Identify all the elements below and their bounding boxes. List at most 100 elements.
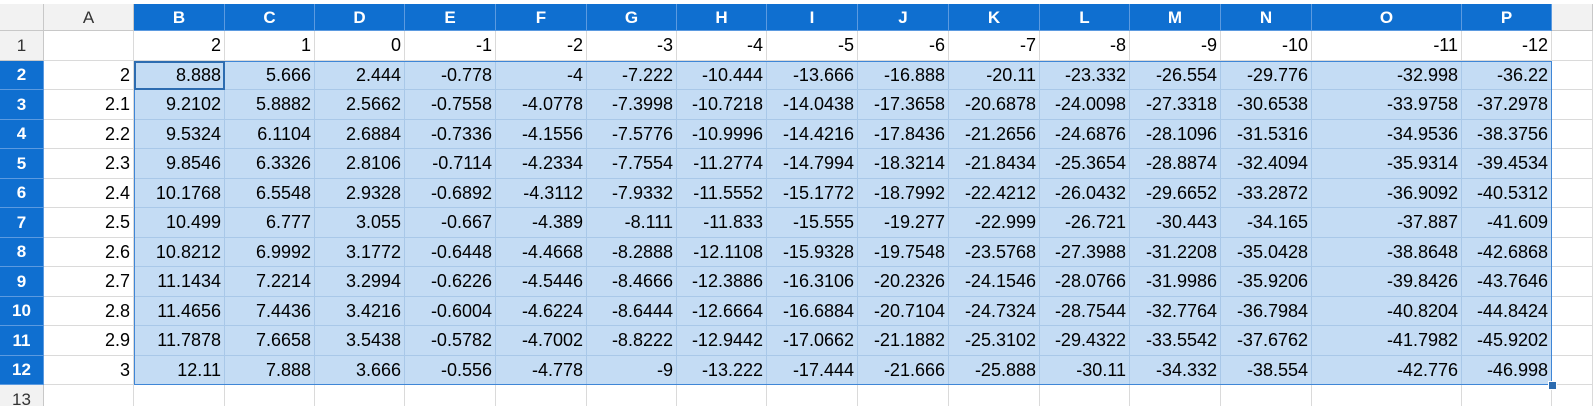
- cell[interactable]: -12: [1462, 31, 1552, 61]
- cell[interactable]: -7.3998: [587, 90, 677, 120]
- cell[interactable]: -41.7982: [1312, 326, 1462, 356]
- cell[interactable]: 9.5324: [134, 119, 225, 149]
- cell[interactable]: -26.721: [1040, 208, 1130, 238]
- cell[interactable]: -18.3214: [858, 149, 949, 179]
- cell[interactable]: -20.6878: [949, 90, 1040, 120]
- cell[interactable]: -30.443: [1130, 208, 1221, 238]
- cell[interactable]: [225, 385, 315, 406]
- cell[interactable]: [949, 385, 1040, 406]
- cell[interactable]: 2.2: [44, 119, 134, 149]
- cell[interactable]: 2.7: [44, 267, 134, 297]
- cell[interactable]: -0.6004: [405, 296, 496, 326]
- column-header[interactable]: O: [1312, 4, 1462, 31]
- cell[interactable]: -17.444: [767, 355, 858, 385]
- cell[interactable]: -44.8424: [1462, 296, 1552, 326]
- row-header[interactable]: 11: [0, 326, 44, 356]
- cell[interactable]: -10.444: [677, 60, 767, 90]
- cell[interactable]: -0.667: [405, 208, 496, 238]
- cell[interactable]: 6.9992: [225, 237, 315, 267]
- cell[interactable]: -12.9442: [677, 326, 767, 356]
- cell[interactable]: 8.888: [134, 60, 225, 90]
- cell[interactable]: -12.1108: [677, 237, 767, 267]
- cell[interactable]: -21.8434: [949, 149, 1040, 179]
- cell[interactable]: -32.7764: [1130, 296, 1221, 326]
- cell[interactable]: -40.5312: [1462, 178, 1552, 208]
- cell[interactable]: 2.8106: [315, 149, 405, 179]
- cell[interactable]: -34.332: [1130, 355, 1221, 385]
- cell[interactable]: 7.4436: [225, 296, 315, 326]
- cell[interactable]: 7.6658: [225, 326, 315, 356]
- cell[interactable]: -14.4216: [767, 119, 858, 149]
- cell[interactable]: -12.6664: [677, 296, 767, 326]
- row-header[interactable]: 7: [0, 208, 44, 238]
- cell[interactable]: -7.7554: [587, 149, 677, 179]
- column-header[interactable]: D: [315, 4, 405, 31]
- cell[interactable]: -25.888: [949, 355, 1040, 385]
- cell[interactable]: -32.4094: [1221, 149, 1312, 179]
- cell[interactable]: 2.5662: [315, 90, 405, 120]
- cell[interactable]: -37.6762: [1221, 326, 1312, 356]
- cell[interactable]: -29.776: [1221, 60, 1312, 90]
- cell[interactable]: -0.6226: [405, 267, 496, 297]
- cell[interactable]: 2.9: [44, 326, 134, 356]
- cell[interactable]: 10.499: [134, 208, 225, 238]
- cell[interactable]: -0.556: [405, 355, 496, 385]
- cell[interactable]: -4.3112: [496, 178, 587, 208]
- cell[interactable]: -4.5446: [496, 267, 587, 297]
- cell[interactable]: -28.7544: [1040, 296, 1130, 326]
- cell[interactable]: -34.9536: [1312, 119, 1462, 149]
- cell[interactable]: -15.555: [767, 208, 858, 238]
- cell[interactable]: -21.2656: [949, 119, 1040, 149]
- cell[interactable]: -24.7324: [949, 296, 1040, 326]
- cell[interactable]: -24.6876: [1040, 119, 1130, 149]
- cell[interactable]: -19.7548: [858, 237, 949, 267]
- cell[interactable]: -11.5552: [677, 178, 767, 208]
- cell[interactable]: -8.2888: [587, 237, 677, 267]
- cell[interactable]: 6.3326: [225, 149, 315, 179]
- cell[interactable]: [1130, 385, 1221, 406]
- cell[interactable]: 2.3: [44, 149, 134, 179]
- cell[interactable]: -26.554: [1130, 60, 1221, 90]
- cell[interactable]: 3.666: [315, 355, 405, 385]
- cell[interactable]: -2: [496, 31, 587, 61]
- cell[interactable]: 6.5548: [225, 178, 315, 208]
- cell[interactable]: -17.0662: [767, 326, 858, 356]
- row-header[interactable]: 5: [0, 149, 44, 179]
- cell[interactable]: 9.8546: [134, 149, 225, 179]
- fill-handle[interactable]: [1548, 381, 1557, 390]
- cell[interactable]: [858, 385, 949, 406]
- row-header[interactable]: 10: [0, 296, 44, 326]
- cell[interactable]: [44, 385, 134, 406]
- cell[interactable]: -38.3756: [1462, 119, 1552, 149]
- cell[interactable]: -36.9092: [1312, 178, 1462, 208]
- column-header[interactable]: J: [858, 4, 949, 31]
- cell[interactable]: -4.1556: [496, 119, 587, 149]
- cell[interactable]: 2.8: [44, 296, 134, 326]
- cell[interactable]: -0.7558: [405, 90, 496, 120]
- cell[interactable]: -36.7984: [1221, 296, 1312, 326]
- cell[interactable]: 10.1768: [134, 178, 225, 208]
- column-header[interactable]: I: [767, 4, 858, 31]
- cell[interactable]: 2.1: [44, 90, 134, 120]
- cell[interactable]: 6.1104: [225, 119, 315, 149]
- cell[interactable]: -46.998: [1462, 355, 1552, 385]
- cell[interactable]: [677, 385, 767, 406]
- cell[interactable]: -31.9986: [1130, 267, 1221, 297]
- cell[interactable]: [496, 385, 587, 406]
- cell[interactable]: -9: [587, 355, 677, 385]
- cell[interactable]: 11.7878: [134, 326, 225, 356]
- cell[interactable]: 2.5: [44, 208, 134, 238]
- cell[interactable]: 6.777: [225, 208, 315, 238]
- column-header[interactable]: L: [1040, 4, 1130, 31]
- row-header[interactable]: 9: [0, 267, 44, 297]
- column-header[interactable]: G: [587, 4, 677, 31]
- cell[interactable]: -42.6868: [1462, 237, 1552, 267]
- cell[interactable]: -19.277: [858, 208, 949, 238]
- row-header[interactable]: 3: [0, 90, 44, 120]
- cell[interactable]: -7.9332: [587, 178, 677, 208]
- cell[interactable]: -14.7994: [767, 149, 858, 179]
- cell[interactable]: [587, 385, 677, 406]
- cell[interactable]: -27.3988: [1040, 237, 1130, 267]
- cell[interactable]: 7.2214: [225, 267, 315, 297]
- cell[interactable]: -35.0428: [1221, 237, 1312, 267]
